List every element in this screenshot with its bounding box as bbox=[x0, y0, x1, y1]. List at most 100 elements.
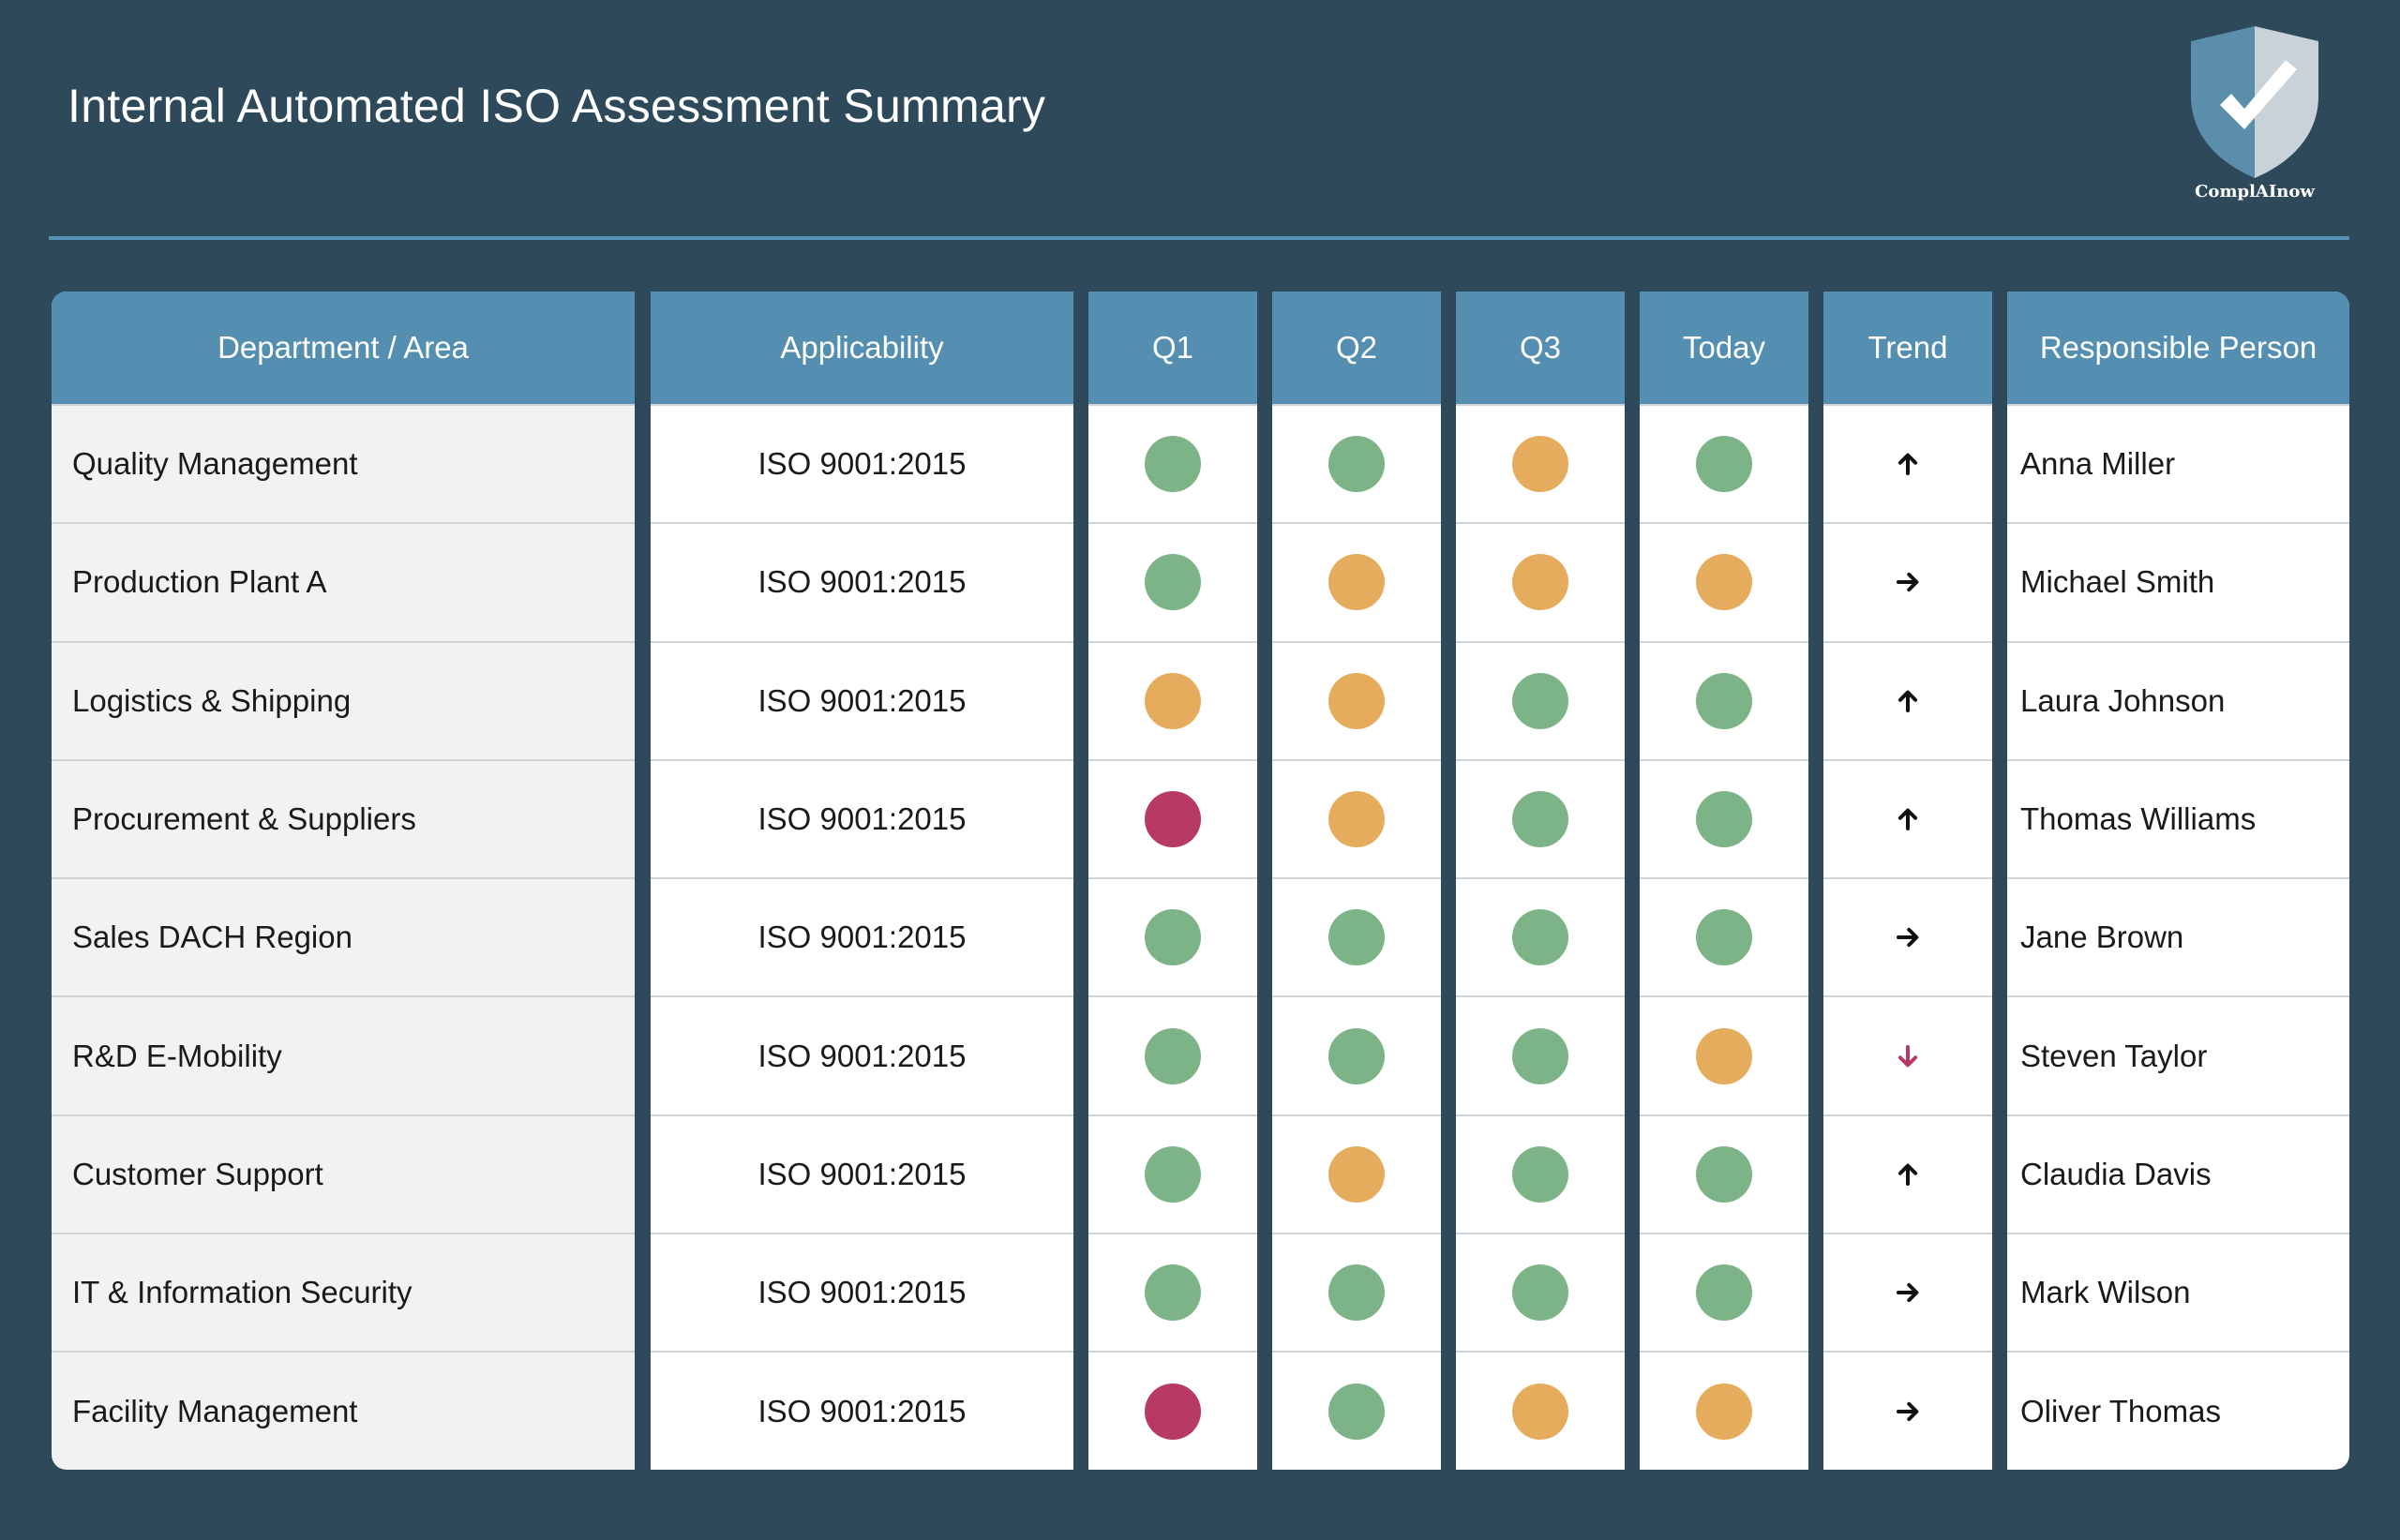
cell-applicability: ISO 9001:2015 bbox=[651, 758, 1073, 877]
status-dot-amber bbox=[1145, 672, 1201, 729]
status-dot-green bbox=[1328, 909, 1385, 966]
cell-q3 bbox=[1456, 1351, 1625, 1469]
cell-q3 bbox=[1456, 522, 1625, 640]
header-today: Today bbox=[1640, 292, 1808, 404]
column-q2: Q2 bbox=[1272, 292, 1441, 1470]
cell-q1 bbox=[1088, 995, 1257, 1114]
page-title: Internal Automated ISO Assessment Summar… bbox=[68, 80, 1046, 132]
cell-q2 bbox=[1272, 1351, 1441, 1469]
cell-q3 bbox=[1456, 995, 1625, 1114]
cell-q1 bbox=[1088, 522, 1257, 640]
status-dot-amber bbox=[1328, 672, 1385, 729]
arrow-right-icon bbox=[1897, 573, 1919, 592]
cell-applicability: ISO 9001:2015 bbox=[651, 640, 1073, 759]
column-department: Department / Area Quality Management Pro… bbox=[52, 292, 635, 1470]
cell-department: IT & Information Security bbox=[52, 1233, 635, 1351]
cell-person: Thomas Williams bbox=[2007, 758, 2349, 877]
cell-person: Laura Johnson bbox=[2007, 640, 2349, 759]
cell-person: Anna Miller bbox=[2007, 404, 2349, 522]
cell-q3 bbox=[1456, 877, 1625, 995]
cell-today bbox=[1640, 758, 1808, 877]
cell-today bbox=[1640, 1114, 1808, 1233]
status-dot-green bbox=[1145, 909, 1201, 966]
status-dot-amber bbox=[1328, 554, 1385, 611]
header-divider bbox=[49, 236, 2349, 240]
cell-q2 bbox=[1272, 995, 1441, 1114]
status-dot-green bbox=[1328, 436, 1385, 493]
cell-today bbox=[1640, 640, 1808, 759]
status-dot-green bbox=[1512, 1145, 1568, 1203]
cell-q1 bbox=[1088, 640, 1257, 759]
arrow-up-icon bbox=[1898, 1163, 1918, 1186]
status-dot-amber bbox=[1696, 554, 1752, 611]
header-trend: Trend bbox=[1823, 292, 1992, 404]
status-dot-green bbox=[1145, 1264, 1201, 1322]
cell-q1 bbox=[1088, 1351, 1257, 1469]
cell-applicability: ISO 9001:2015 bbox=[651, 1233, 1073, 1351]
logo-text: ComplAInow bbox=[2195, 182, 2315, 202]
cell-q2 bbox=[1272, 404, 1441, 522]
cell-q2 bbox=[1272, 758, 1441, 877]
column-q3: Q3 bbox=[1456, 292, 1625, 1470]
column-trend: Trend bbox=[1823, 292, 1992, 1470]
cell-trend bbox=[1823, 758, 1992, 877]
arrow-down-icon bbox=[1898, 1044, 1918, 1067]
cell-person: Jane Brown bbox=[2007, 877, 2349, 995]
status-dot-amber bbox=[1696, 1383, 1752, 1440]
cell-trend bbox=[1823, 1114, 1992, 1233]
header-applicability: Applicability bbox=[651, 292, 1073, 404]
cell-q1 bbox=[1088, 404, 1257, 522]
cell-q1 bbox=[1088, 1233, 1257, 1351]
status-dot-green bbox=[1696, 672, 1752, 729]
cell-department: Logistics & Shipping bbox=[52, 640, 635, 759]
header-department: Department / Area bbox=[52, 292, 635, 404]
cell-today bbox=[1640, 995, 1808, 1114]
cell-person: Steven Taylor bbox=[2007, 995, 2349, 1114]
status-dot-red bbox=[1145, 1383, 1201, 1440]
cell-today bbox=[1640, 522, 1808, 640]
status-dot-green bbox=[1328, 1264, 1385, 1322]
status-dot-green bbox=[1512, 909, 1568, 966]
cell-q3 bbox=[1456, 1233, 1625, 1351]
header-responsible-person: Responsible Person bbox=[2007, 292, 2349, 404]
cell-trend bbox=[1823, 522, 1992, 640]
cell-applicability: ISO 9001:2015 bbox=[651, 1114, 1073, 1233]
header-q3: Q3 bbox=[1456, 292, 1625, 404]
status-dot-amber bbox=[1512, 1383, 1568, 1440]
column-today: Today bbox=[1640, 292, 1808, 1470]
cell-trend bbox=[1823, 1351, 1992, 1469]
column-q1: Q1 bbox=[1088, 292, 1257, 1470]
cell-applicability: ISO 9001:2015 bbox=[651, 1351, 1073, 1469]
status-dot-green bbox=[1696, 1145, 1752, 1203]
cell-department: R&D E-Mobility bbox=[52, 995, 635, 1114]
cell-q2 bbox=[1272, 522, 1441, 640]
status-dot-green bbox=[1145, 554, 1201, 611]
status-dot-green bbox=[1145, 1027, 1201, 1084]
cell-department: Customer Support bbox=[52, 1114, 635, 1233]
arrow-right-icon bbox=[1897, 928, 1919, 948]
status-dot-amber bbox=[1696, 1027, 1752, 1084]
cell-q1 bbox=[1088, 1114, 1257, 1233]
arrow-up-icon bbox=[1898, 690, 1918, 712]
cell-q2 bbox=[1272, 640, 1441, 759]
cell-q3 bbox=[1456, 404, 1625, 522]
cell-department: Procurement & Suppliers bbox=[52, 758, 635, 877]
status-dot-green bbox=[1512, 791, 1568, 848]
cell-department: Facility Management bbox=[52, 1351, 635, 1469]
cell-trend bbox=[1823, 877, 1992, 995]
cell-q2 bbox=[1272, 1233, 1441, 1351]
arrow-up-icon bbox=[1898, 808, 1918, 831]
cell-trend bbox=[1823, 640, 1992, 759]
header-q1: Q1 bbox=[1088, 292, 1257, 404]
column-responsible-person: Responsible Person Anna Miller Michael S… bbox=[2007, 292, 2349, 1470]
status-dot-green bbox=[1696, 436, 1752, 493]
status-dot-green bbox=[1145, 1145, 1201, 1203]
cell-today bbox=[1640, 877, 1808, 995]
cell-person: Oliver Thomas bbox=[2007, 1351, 2349, 1469]
cell-q2 bbox=[1272, 1114, 1441, 1233]
cell-person: Claudia Davis bbox=[2007, 1114, 2349, 1233]
status-dot-green bbox=[1512, 1264, 1568, 1322]
cell-q3 bbox=[1456, 1114, 1625, 1233]
cell-applicability: ISO 9001:2015 bbox=[651, 877, 1073, 995]
